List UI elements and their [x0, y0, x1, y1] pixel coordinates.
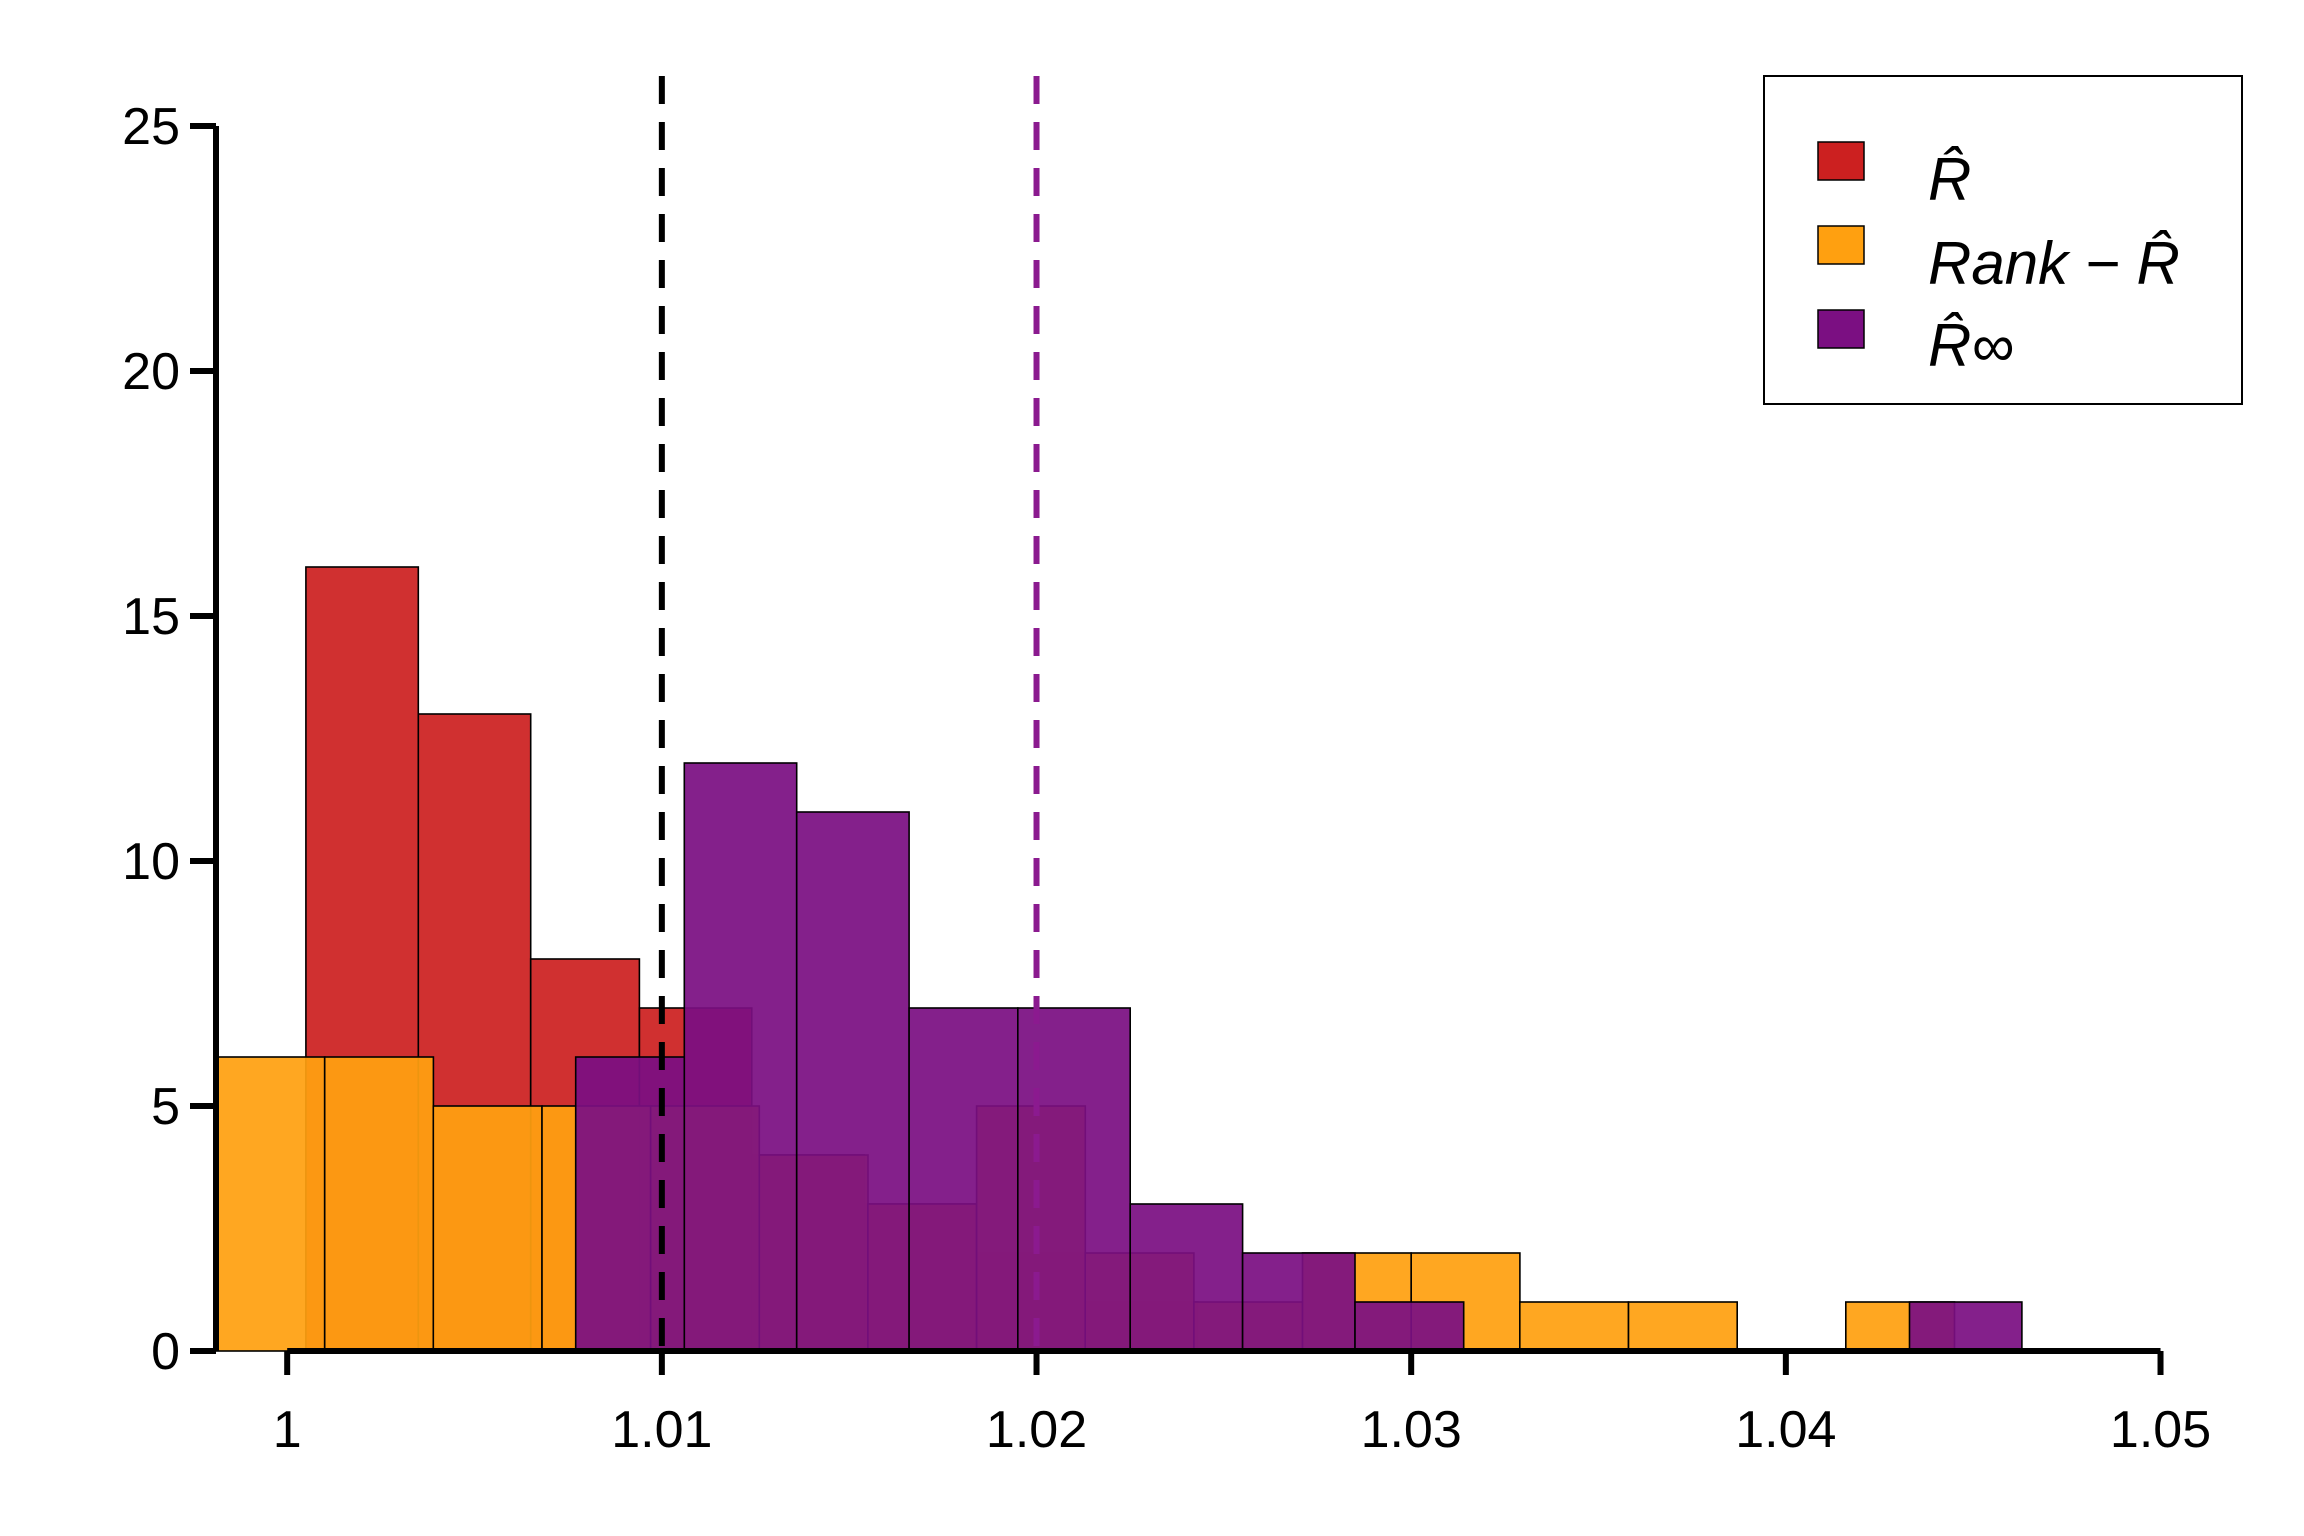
reference-lines — [658, 76, 1040, 1351]
x-tick-label: 1.02 — [986, 1401, 1087, 1459]
bar-r_hat_inf-0 — [574, 1056, 686, 1352]
bar-rank_r_hat-0 — [215, 1056, 326, 1352]
x-tick-label: 1 — [273, 1401, 302, 1459]
legend-label-rank-r-hat: Rank − R̂ — [1928, 230, 2180, 297]
y-tick-label: 15 — [122, 588, 180, 646]
y-tick-label: 5 — [151, 1078, 180, 1136]
x-tick-label: 1.05 — [2110, 1401, 2211, 1459]
legend-swatch-r-hat-inf — [1817, 309, 1865, 349]
legend-label-r-hat: R̂ — [1928, 146, 1971, 213]
bar-r_hat_inf-12 — [1908, 1301, 2023, 1352]
bar-rank_r_hat-12 — [1519, 1301, 1630, 1352]
x-tick-label: 1.01 — [611, 1401, 712, 1459]
legend-swatch-rank-r-hat — [1817, 225, 1865, 265]
axes: 0 5 10 15 20 25 1 1.01 1.02 1.03 1.04 1.05 — [122, 98, 2211, 1459]
x-tick-label: 1.04 — [1735, 1401, 1836, 1459]
bars-layer — [215, 566, 2023, 1352]
bar-r_hat_inf-2 — [795, 811, 910, 1352]
legend-swatch-r-hat — [1817, 141, 1865, 181]
legend: R̂ Rank − R̂ R̂∞ — [1763, 75, 2243, 405]
bar-r_hat_inf-7 — [1354, 1301, 1465, 1352]
bar-r_hat_inf-1 — [683, 762, 798, 1352]
bar-rank_r_hat-13 — [1627, 1301, 1738, 1352]
y-tick-label: 10 — [122, 833, 180, 891]
y-tick-label: 20 — [122, 343, 180, 401]
y-tick-label: 25 — [122, 98, 180, 156]
bar-rank_r_hat-2 — [432, 1105, 543, 1352]
bar-rank_r_hat-1 — [323, 1056, 435, 1352]
legend-label-r-hat-inf: R̂∞ — [1928, 312, 2014, 379]
series-r_hat_inf — [574, 762, 2023, 1352]
bar-r_hat_inf-6 — [1241, 1252, 1356, 1352]
bar-r_hat_inf-3 — [908, 1007, 1019, 1352]
bar-r_hat_inf-5 — [1129, 1203, 1244, 1352]
y-tick-label: 0 — [151, 1323, 180, 1381]
x-tick-label: 1.03 — [1361, 1401, 1462, 1459]
